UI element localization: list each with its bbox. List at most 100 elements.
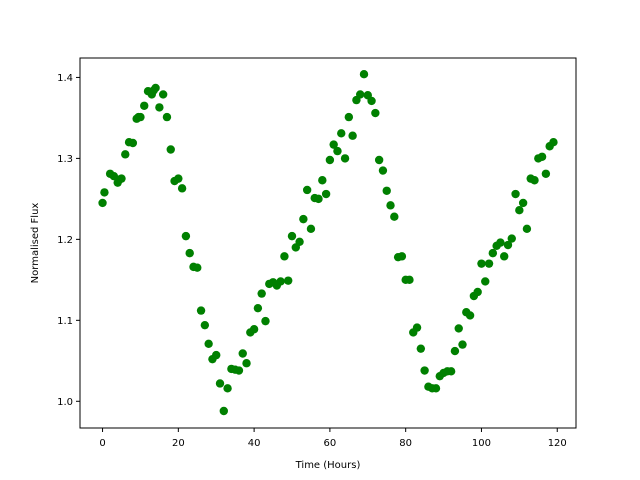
data-point [511, 189, 520, 199]
y-tick-label: 1.3 [57, 154, 73, 165]
data-point [503, 240, 513, 250]
data-point [518, 198, 528, 208]
data-point [484, 259, 494, 268]
data-point [196, 306, 206, 315]
data-point [382, 186, 391, 195]
data-point [371, 108, 380, 118]
data-point [496, 238, 505, 247]
data-point [174, 174, 183, 183]
data-point [541, 169, 551, 178]
data-point [473, 287, 482, 297]
x-tick-label: 60 [324, 438, 337, 449]
data-point [249, 325, 259, 334]
plot-frame [79, 57, 577, 429]
data-point [507, 234, 516, 243]
x-tick-label: 0 [99, 438, 105, 449]
y-axis-label: Normalised Flux [30, 203, 41, 284]
x-tick-label: 120 [548, 438, 567, 449]
data-point [299, 214, 308, 224]
data-point [306, 224, 316, 234]
x-axis-label: Time (Hours) [295, 460, 361, 471]
data-point [117, 174, 126, 183]
data-point [238, 349, 247, 358]
data-point [261, 316, 270, 326]
data-point [242, 359, 251, 368]
data-point [488, 248, 498, 258]
data-point [450, 346, 460, 356]
data-point [325, 155, 335, 165]
data-point [337, 129, 346, 138]
y-tick-label: 1.1 [57, 316, 73, 327]
y-tick-label: 1.2 [57, 235, 73, 246]
data-point [318, 176, 327, 185]
data-point [356, 90, 365, 99]
data-point [530, 176, 539, 185]
data-point [98, 198, 107, 208]
data-point [295, 237, 304, 246]
data-point [431, 384, 441, 393]
data-point [329, 140, 338, 149]
x-tick-label: 20 [172, 438, 185, 449]
data-point [386, 201, 395, 210]
data-point [200, 320, 210, 330]
data-point [257, 289, 266, 298]
data-point [416, 344, 426, 353]
data-point [500, 252, 509, 261]
data-point [359, 69, 369, 79]
data-point [128, 138, 138, 148]
data-point [100, 188, 109, 197]
data-point [302, 185, 312, 195]
data-point [253, 303, 263, 313]
data-point [465, 311, 475, 320]
data-point [177, 184, 187, 193]
data-point [481, 277, 490, 286]
data-point [515, 206, 524, 215]
y-axis-ticks: 1.0 1.1 1.2 1.3 1.4 [57, 73, 80, 408]
data-point [287, 231, 297, 241]
y-tick-label: 1.4 [57, 73, 73, 84]
data-point [276, 277, 285, 286]
data-point [193, 263, 202, 272]
data-point [151, 83, 160, 93]
data-point [405, 275, 414, 285]
data-point [215, 379, 225, 388]
data-point [333, 146, 342, 156]
data-point [340, 154, 350, 163]
data-point [374, 155, 384, 165]
data-point [412, 323, 422, 332]
data-point [549, 138, 558, 147]
data-point [181, 231, 191, 241]
data-point [166, 145, 175, 154]
data-point [378, 166, 388, 175]
data-point [477, 259, 486, 268]
data-point [314, 194, 323, 204]
data-point [158, 90, 168, 99]
data-point [458, 340, 467, 349]
data-point [348, 131, 357, 140]
data-point [367, 96, 376, 106]
data-point [219, 406, 228, 416]
data-point [321, 189, 331, 199]
y-tick-label: 1.0 [57, 397, 73, 408]
data-point [522, 224, 532, 234]
data-point [121, 150, 130, 159]
data-point [537, 152, 547, 161]
data-point [397, 252, 407, 261]
x-tick-label: 100 [472, 438, 491, 449]
data-point [390, 212, 399, 221]
data-point [140, 101, 149, 110]
data-point [223, 384, 232, 393]
data-point [155, 103, 164, 112]
data-point [234, 366, 244, 375]
data-point [204, 339, 213, 348]
data-point [280, 252, 289, 261]
scatter-points [98, 69, 558, 416]
data-point [212, 350, 221, 360]
data-point [454, 324, 463, 333]
data-point [162, 112, 172, 122]
x-tick-label: 40 [248, 438, 261, 449]
data-point [344, 112, 354, 122]
data-point [446, 367, 456, 376]
